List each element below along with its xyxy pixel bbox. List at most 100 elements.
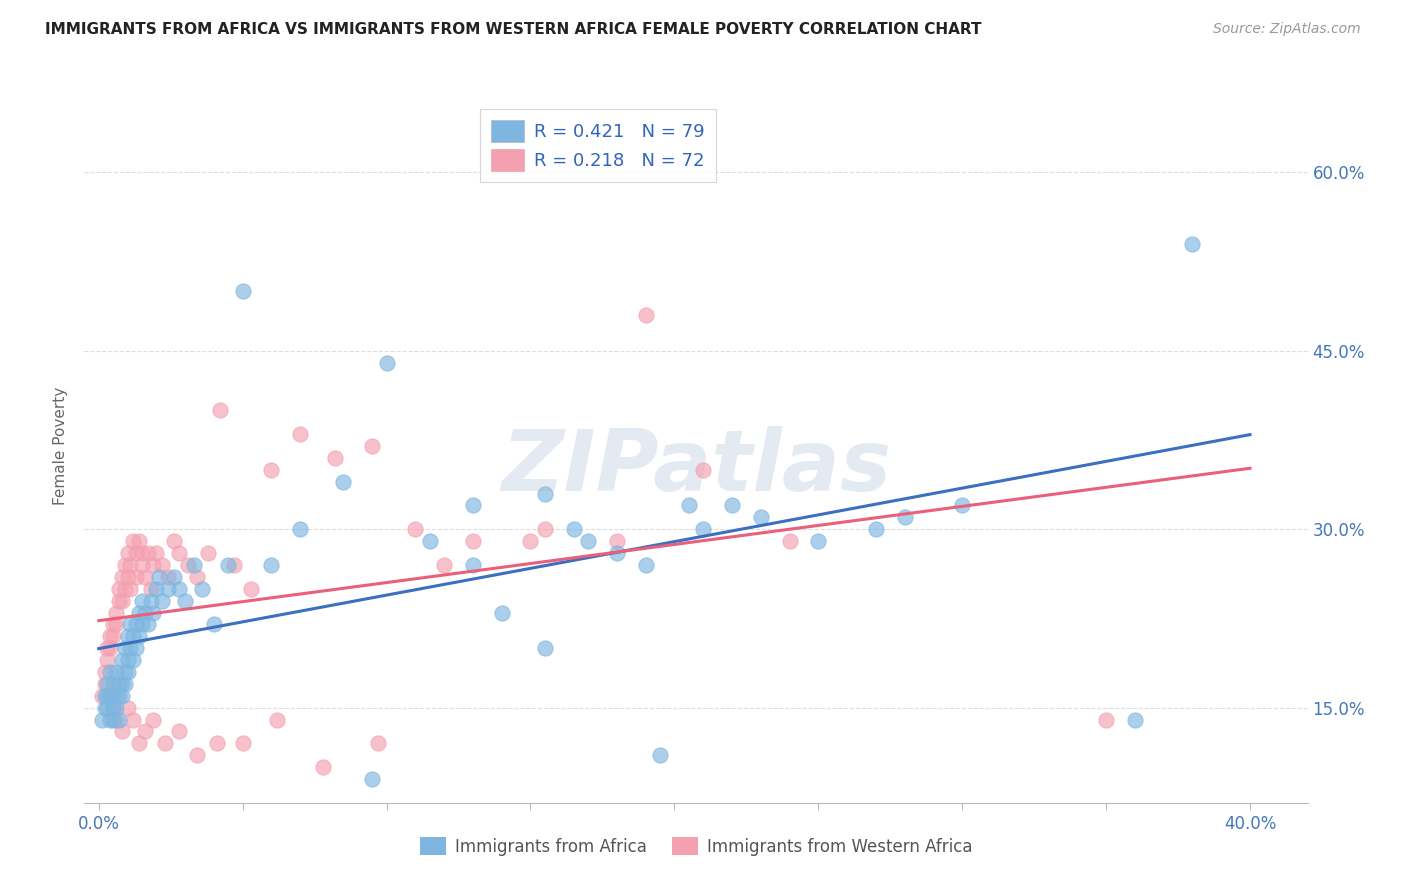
Point <box>108 677 131 691</box>
Point <box>169 546 191 560</box>
Point <box>131 546 153 560</box>
Point <box>433 558 456 572</box>
Point <box>232 285 254 299</box>
Point <box>122 629 145 643</box>
Point <box>117 700 139 714</box>
Point <box>290 427 312 442</box>
Point <box>125 570 148 584</box>
Point <box>361 439 384 453</box>
Point <box>98 641 121 656</box>
Point <box>461 558 484 572</box>
Point <box>117 653 139 667</box>
Point <box>105 713 128 727</box>
Point <box>266 713 288 727</box>
Y-axis label: Female Poverty: Female Poverty <box>53 387 69 505</box>
Point <box>96 689 118 703</box>
Point <box>134 724 156 739</box>
Point <box>692 522 714 536</box>
Point <box>361 772 384 786</box>
Point <box>122 534 145 549</box>
Point <box>148 570 170 584</box>
Point <box>648 748 671 763</box>
Point <box>534 486 557 500</box>
Point <box>122 713 145 727</box>
Point <box>491 606 513 620</box>
Point <box>142 558 165 572</box>
Point <box>461 499 484 513</box>
Point <box>150 558 173 572</box>
Point <box>108 582 131 596</box>
Point <box>534 641 557 656</box>
Point <box>93 689 115 703</box>
Point <box>114 677 136 691</box>
Point <box>142 713 165 727</box>
Point <box>145 582 167 596</box>
Point <box>101 700 124 714</box>
Point <box>98 713 121 727</box>
Point <box>120 582 142 596</box>
Point <box>807 534 830 549</box>
Point <box>169 724 191 739</box>
Point <box>125 546 148 560</box>
Point <box>145 546 167 560</box>
Point <box>197 546 219 560</box>
Point <box>404 522 426 536</box>
Point <box>101 713 124 727</box>
Point <box>634 558 657 572</box>
Point <box>1181 236 1204 251</box>
Point <box>156 570 179 584</box>
Point <box>114 582 136 596</box>
Point <box>208 403 231 417</box>
Point <box>217 558 239 572</box>
Point <box>1095 713 1118 727</box>
Point <box>136 617 159 632</box>
Point <box>534 522 557 536</box>
Point <box>111 593 134 607</box>
Point <box>260 463 283 477</box>
Point <box>117 665 139 679</box>
Point <box>111 653 134 667</box>
Point <box>90 713 112 727</box>
Point <box>98 689 121 703</box>
Point <box>419 534 441 549</box>
Point <box>191 582 214 596</box>
Point <box>122 653 145 667</box>
Point <box>98 629 121 643</box>
Point <box>108 593 131 607</box>
Point <box>105 617 128 632</box>
Point <box>893 510 915 524</box>
Point <box>606 534 628 549</box>
Point <box>98 665 121 679</box>
Point <box>779 534 801 549</box>
Point <box>136 546 159 560</box>
Point <box>120 641 142 656</box>
Point <box>117 570 139 584</box>
Text: ZIPatlas: ZIPatlas <box>501 425 891 509</box>
Point <box>367 736 389 750</box>
Point <box>205 736 228 750</box>
Point <box>111 570 134 584</box>
Point <box>101 629 124 643</box>
Point <box>108 689 131 703</box>
Point <box>111 677 134 691</box>
Point <box>950 499 973 513</box>
Point <box>128 629 150 643</box>
Point <box>131 617 153 632</box>
Point <box>96 700 118 714</box>
Point <box>461 534 484 549</box>
Point <box>111 724 134 739</box>
Point <box>142 606 165 620</box>
Point <box>634 308 657 322</box>
Point <box>375 356 398 370</box>
Point <box>162 570 184 584</box>
Point <box>865 522 887 536</box>
Point <box>101 617 124 632</box>
Point <box>93 700 115 714</box>
Point <box>678 499 700 513</box>
Point <box>93 665 115 679</box>
Point <box>128 606 150 620</box>
Point <box>96 653 118 667</box>
Point <box>332 475 354 489</box>
Point <box>131 558 153 572</box>
Point <box>125 617 148 632</box>
